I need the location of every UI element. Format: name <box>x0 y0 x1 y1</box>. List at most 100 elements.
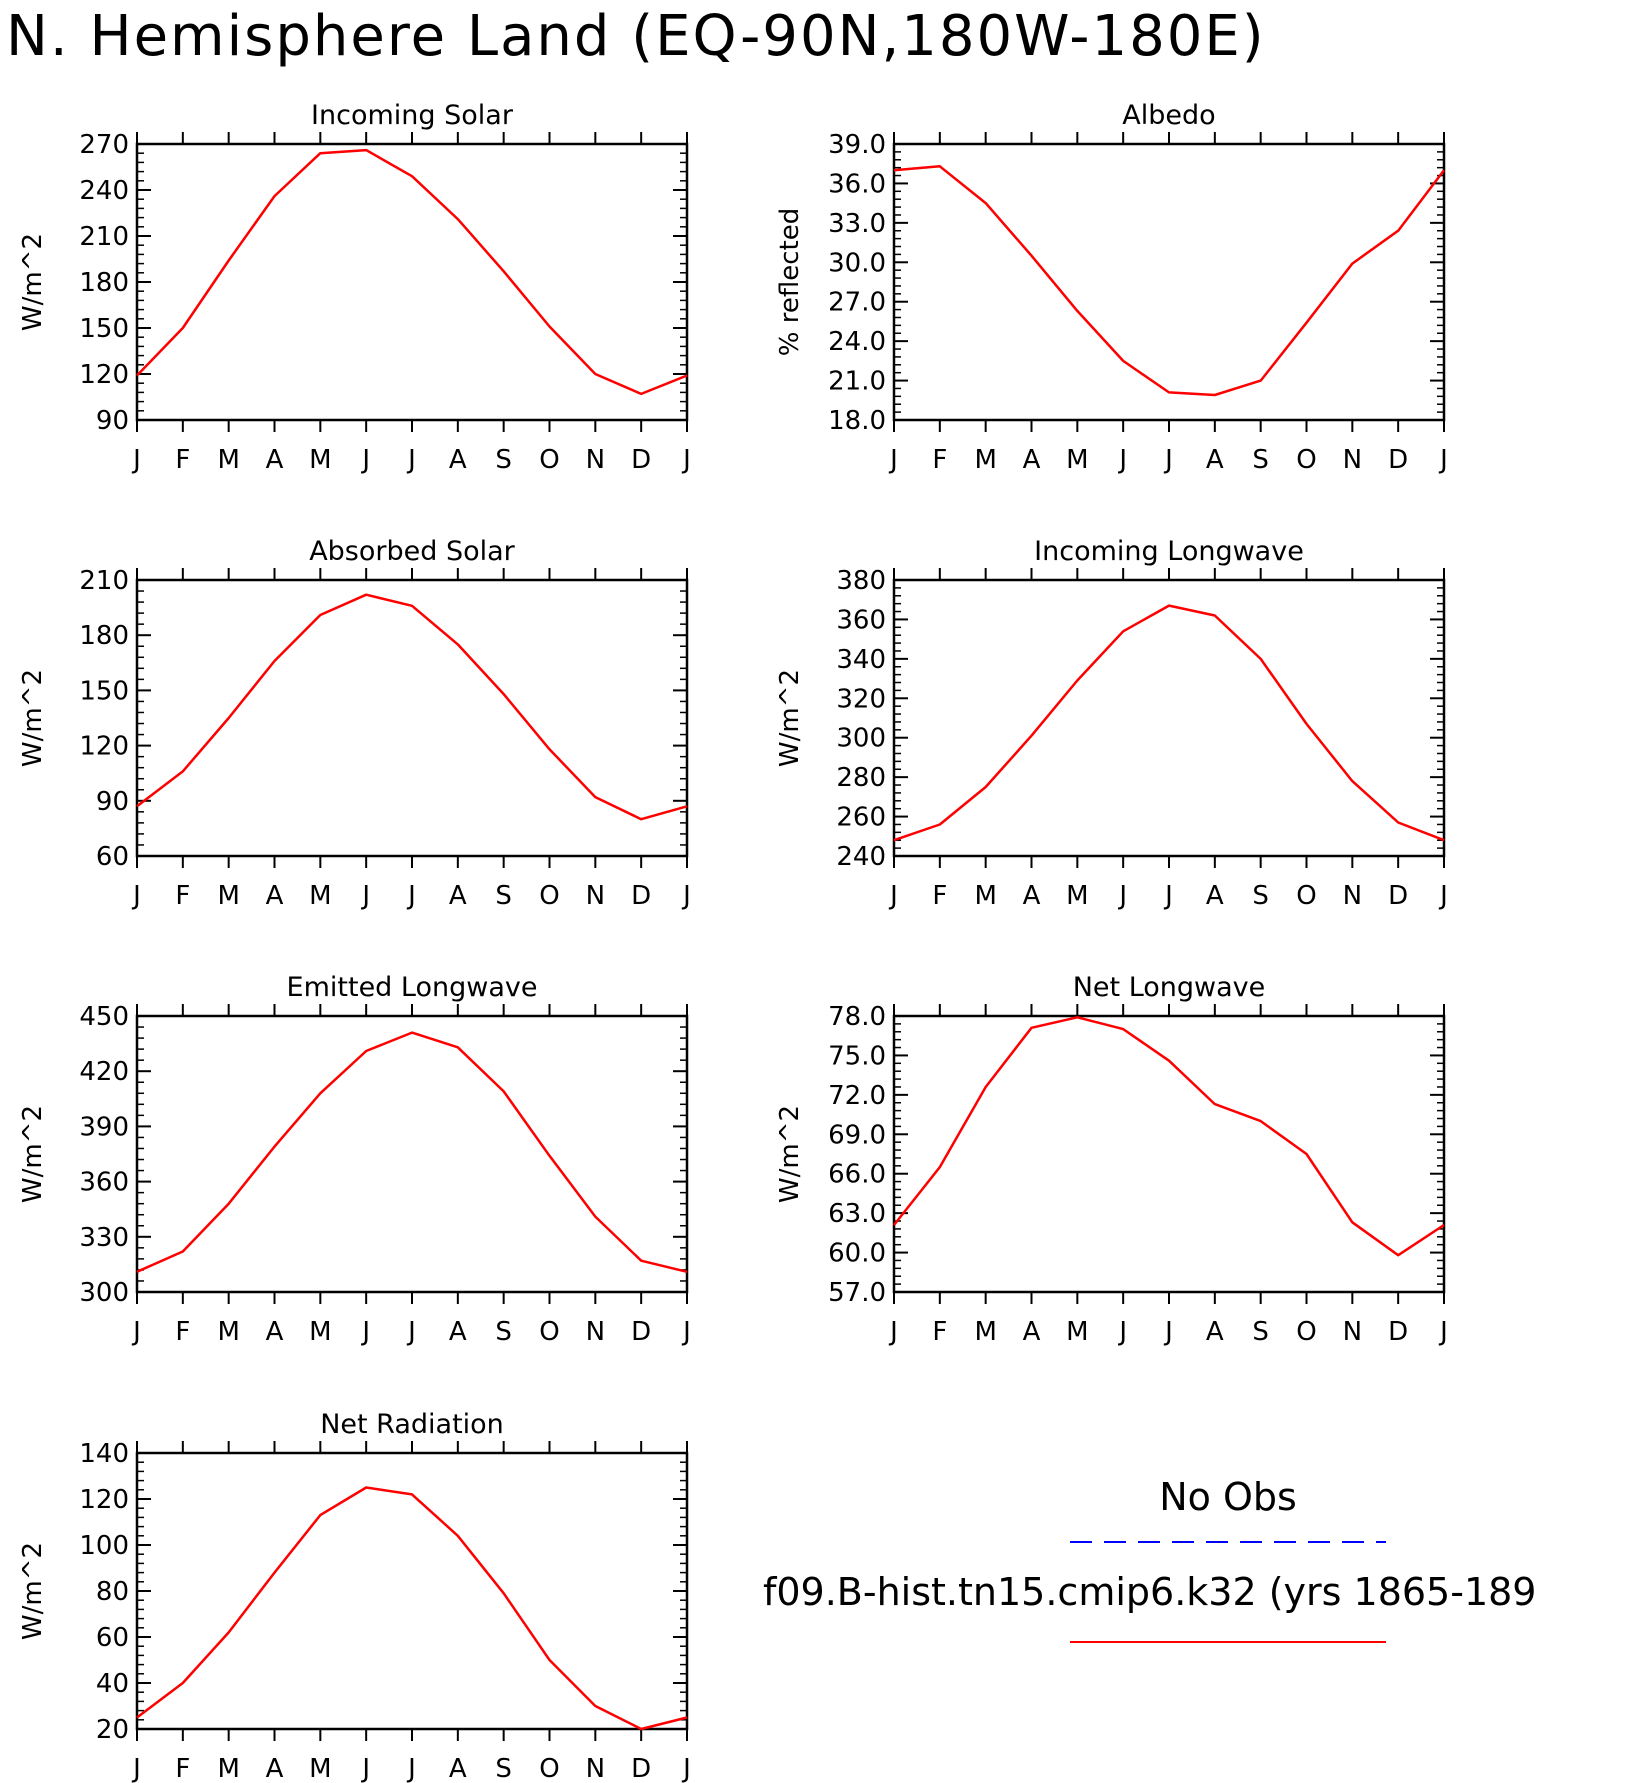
y-tick-label: 60 <box>96 842 129 872</box>
x-tick-label: J <box>1163 445 1173 475</box>
x-tick-label: J <box>131 1317 141 1347</box>
x-tick-label: F <box>175 1317 190 1347</box>
x-tick-label: A <box>266 1317 284 1347</box>
y-tick-label: 380 <box>836 566 886 596</box>
x-tick-label: S <box>1252 445 1269 475</box>
x-tick-label: J <box>406 445 416 475</box>
y-tick-label: 330 <box>79 1223 129 1253</box>
y-tick-label: 60 <box>96 1623 129 1653</box>
y-axis-label: W/m^2 <box>18 669 48 767</box>
x-tick-label: J <box>681 1754 691 1783</box>
x-tick-label: M <box>217 1317 239 1347</box>
x-tick-label: J <box>360 881 370 911</box>
x-tick-label: J <box>131 1754 141 1783</box>
legend: No Obs f09.B-hist.tn15.cmip6.k32 (yrs 18… <box>763 1475 1536 1643</box>
y-tick-label: 100 <box>79 1531 129 1561</box>
x-tick-label: A <box>1206 881 1224 911</box>
panel-title: Net Radiation <box>320 1409 504 1440</box>
x-tick-label: N <box>586 1754 605 1783</box>
y-tick-label: 390 <box>79 1112 129 1142</box>
x-tick-label: D <box>631 881 651 911</box>
x-tick-label: J <box>406 1754 416 1783</box>
y-tick-label: 66.0 <box>828 1160 886 1190</box>
series-line <box>136 1031 688 1274</box>
y-axis-label: W/m^2 <box>18 1542 48 1640</box>
x-tick-label: A <box>266 881 284 911</box>
y-tick-label: 21.0 <box>828 367 886 397</box>
x-tick-label: J <box>681 445 691 475</box>
x-tick-label: M <box>309 1754 331 1783</box>
x-tick-label: J <box>1117 445 1127 475</box>
x-tick-label: O <box>1296 881 1316 911</box>
x-tick-label: A <box>449 445 467 475</box>
x-tick-label: O <box>1296 1317 1316 1347</box>
x-tick-label: M <box>309 1317 331 1347</box>
x-tick-label: S <box>495 1317 512 1347</box>
panel-title: Absorbed Solar <box>309 536 515 567</box>
x-tick-label: M <box>217 881 239 911</box>
x-tick-label: D <box>1388 445 1408 475</box>
y-tick-label: 240 <box>836 842 886 872</box>
y-tick-label: 30.0 <box>828 248 886 278</box>
panel-net-longwave: Net Longwave W/m^2 57.0 60.0 63.0 66.0 69.0 72.… <box>775 972 1448 1347</box>
x-tick-label: A <box>449 881 467 911</box>
x-tick-label: O <box>539 1754 559 1783</box>
x-tick-label: O <box>539 881 559 911</box>
y-axis-label: W/m^2 <box>775 669 805 767</box>
y-tick-label: 39.0 <box>828 130 886 160</box>
panel-title: Incoming Solar <box>311 100 514 131</box>
y-tick-label: 240 <box>79 176 129 206</box>
plot-frame <box>135 578 689 858</box>
x-tick-label: J <box>360 445 370 475</box>
y-tick-label: 36.0 <box>828 169 886 199</box>
x-tick-label: N <box>1343 445 1362 475</box>
legend-model-label: f09.B-hist.tn15.cmip6.k32 (yrs 1865-189 <box>763 1570 1536 1614</box>
x-tick-label: M <box>974 881 996 911</box>
y-tick-label: 260 <box>836 803 886 833</box>
y-axis-label: W/m^2 <box>18 233 48 331</box>
y-tick-label: 360 <box>836 605 886 635</box>
x-tick-label: F <box>175 445 190 475</box>
y-tick-label: 140 <box>79 1439 129 1469</box>
x-tick-label: J <box>406 881 416 911</box>
x-tick-label: M <box>1066 445 1088 475</box>
x-tick-label: N <box>586 881 605 911</box>
x-tick-label: J <box>131 445 141 475</box>
x-tick-label: M <box>1066 1317 1088 1347</box>
y-tick-label: 300 <box>836 724 886 754</box>
x-tick-label: D <box>1388 881 1408 911</box>
x-tick-label: J <box>360 1754 370 1783</box>
y-tick-label: 300 <box>79 1278 129 1308</box>
x-tick-label: F <box>175 881 190 911</box>
x-tick-label: M <box>1066 881 1088 911</box>
panel-title: Incoming Longwave <box>1034 536 1304 567</box>
y-tick-label: 210 <box>79 566 129 596</box>
y-tick-label: 150 <box>79 314 129 344</box>
x-tick-label: S <box>495 445 512 475</box>
x-tick-label: S <box>1252 1317 1269 1347</box>
series-line <box>136 1486 688 1731</box>
y-tick-label: 20 <box>96 1715 129 1745</box>
series-line <box>893 165 1445 397</box>
y-axis-label: % reflected <box>775 208 805 356</box>
x-tick-label: A <box>1206 1317 1224 1347</box>
y-tick-label: 420 <box>79 1057 129 1087</box>
plot-frame <box>892 142 1446 422</box>
y-tick-label: 270 <box>79 130 129 160</box>
panels: Incoming Solar W/m^2 90 120 150 180 210 240 270 J… <box>18 100 1448 1783</box>
x-tick-label: A <box>1023 1317 1041 1347</box>
x-tick-label: J <box>406 1317 416 1347</box>
y-tick-label: 450 <box>79 1002 129 1032</box>
y-tick-label: 18.0 <box>828 406 886 436</box>
y-tick-label: 27.0 <box>828 288 886 318</box>
y-tick-label: 210 <box>79 222 129 252</box>
x-tick-label: O <box>1296 445 1316 475</box>
series-line <box>136 593 688 821</box>
x-tick-label: A <box>1023 445 1041 475</box>
y-tick-label: 33.0 <box>828 209 886 239</box>
x-tick-label: J <box>1438 881 1448 911</box>
x-tick-label: J <box>1438 1317 1448 1347</box>
y-tick-label: 180 <box>79 268 129 298</box>
